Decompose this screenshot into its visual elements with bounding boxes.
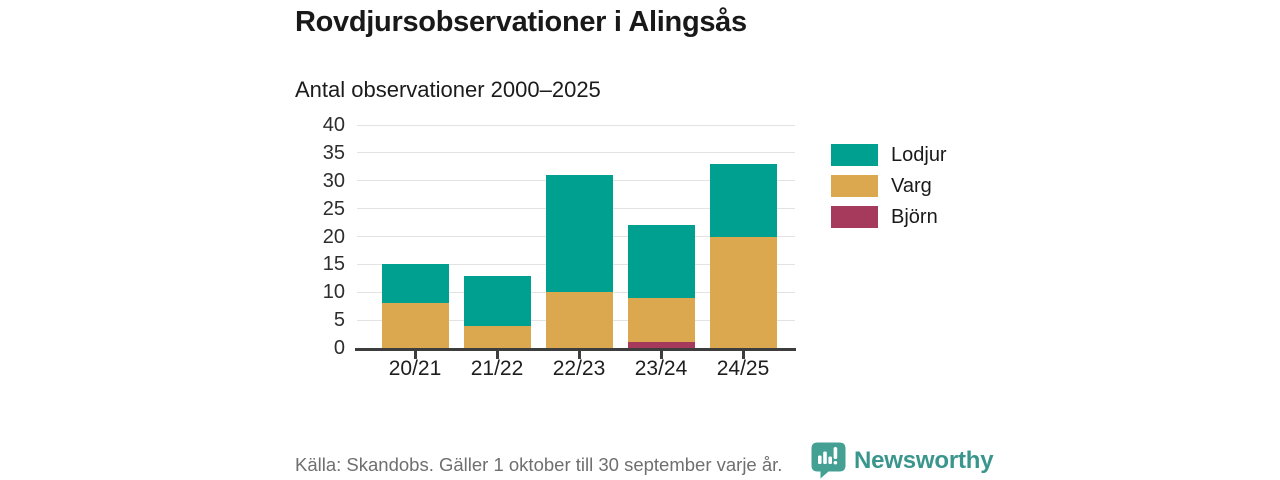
legend-item-bjorn: Björn [831, 206, 947, 228]
legend-swatch-varg [831, 175, 878, 197]
legend-label-bjorn: Björn [891, 206, 938, 228]
y-tick-label-15: 15 [322, 253, 345, 276]
legend-item-varg: Varg [831, 175, 947, 197]
bar-segment-lodjur-2021 [381, 264, 449, 304]
legend-label-varg: Varg [891, 175, 932, 197]
legend-label-lodjur: Lodjur [891, 144, 947, 166]
x-tick-label-2324: 23/24 [634, 357, 688, 380]
legend: Lodjur Varg Björn [831, 144, 947, 237]
bar-segment-lodjur-2324 [627, 225, 695, 298]
x-tick-label-2021: 20/21 [388, 357, 442, 380]
axis-tick-2122 [495, 351, 499, 359]
axis-tick-2425 [741, 351, 745, 359]
legend-swatch-lodjur [831, 144, 878, 166]
bar-segment-bjorn-2324 [627, 342, 695, 348]
bar-segment-lodjur-2122 [463, 275, 531, 326]
x-tick-label-2122: 21/22 [470, 357, 524, 380]
y-tick-label-0: 0 [333, 337, 345, 359]
gridline-40 [357, 124, 795, 126]
bar-segment-lodjur-2223 [545, 175, 613, 293]
source-note: Källa: Skandobs. Gäller 1 oktober till 3… [295, 454, 783, 475]
axis-tick-2324 [659, 351, 663, 359]
bar-segment-varg-2122 [463, 325, 531, 348]
y-tick-label-30: 30 [322, 169, 345, 192]
bar-segment-varg-2223 [545, 292, 613, 348]
axis-tick-2021 [413, 351, 417, 359]
gridline-35 [357, 152, 795, 154]
newsworthy-brand: Newsworthy [811, 442, 994, 479]
newsworthy-logo-icon [811, 442, 846, 479]
bar-segment-varg-2021 [381, 303, 449, 348]
y-tick-label-20: 20 [322, 225, 345, 248]
x-axis-line [355, 348, 796, 351]
y-tick-label-10: 10 [322, 281, 345, 304]
plot-area [357, 124, 795, 348]
y-tick-label-40: 40 [322, 114, 345, 136]
legend-swatch-bjorn [831, 206, 878, 228]
bar-segment-lodjur-2425 [709, 164, 777, 237]
y-tick-label-25: 25 [322, 197, 345, 220]
y-axis-labels: 0 5 10 15 20 25 30 35 40 [270, 114, 345, 359]
newsworthy-brand-label: Newsworthy [854, 446, 994, 474]
legend-item-lodjur: Lodjur [831, 144, 947, 166]
x-tick-label-2223: 22/23 [552, 357, 606, 380]
bar-segment-varg-2324 [627, 297, 695, 343]
x-axis-labels: 20/21 21/22 22/23 23/24 24/25 [357, 357, 795, 385]
x-tick-label-2425: 24/25 [716, 357, 770, 380]
y-tick-label-35: 35 [322, 141, 345, 164]
axis-tick-2223 [577, 351, 581, 359]
chart-subtitle: Antal observationer 2000–2025 [295, 77, 601, 102]
bar-segment-varg-2425 [709, 236, 777, 348]
chart-title: Rovdjursobservationer i Alingsås [295, 6, 747, 38]
y-tick-label-5: 5 [333, 309, 345, 332]
